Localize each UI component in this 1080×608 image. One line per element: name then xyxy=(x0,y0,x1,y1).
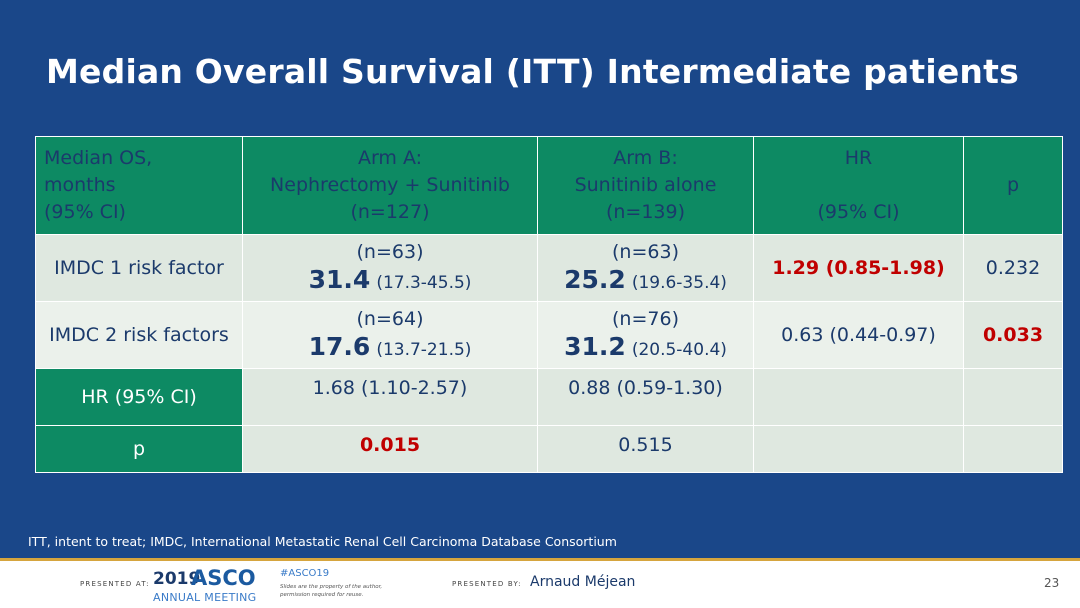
footnote: ITT, intent to treat; IMDC, Internationa… xyxy=(28,534,617,549)
header-arm-b: Arm B: Sunitinib alone (n=139) xyxy=(537,136,754,235)
header-p: p xyxy=(963,136,1063,235)
row-label: IMDC 2 risk factors xyxy=(35,301,243,369)
table-row: HR (95% CI) 1.68 (1.10-2.57) 0.88 (0.59-… xyxy=(35,368,1063,426)
empty-cell xyxy=(963,425,1063,473)
presented-at-label: PRESENTED AT: xyxy=(80,580,150,588)
arm-b-cell: (n=63) 25.2 (19.6-35.4) xyxy=(537,234,754,302)
page-number: 23 xyxy=(1044,576,1060,590)
header-hr: HR (95% CI) xyxy=(753,136,964,235)
arm-b-cell: (n=76) 31.2 (20.5-40.4) xyxy=(537,301,754,369)
asco-logo: 2019 ASCO ANNUAL MEETING xyxy=(153,566,257,604)
arm-a-hr: 1.68 (1.10-2.57) xyxy=(242,368,538,426)
presented-by-label: PRESENTED BY: xyxy=(452,580,522,588)
arm-a-p: 0.015 xyxy=(242,425,538,473)
p-cell: 0.033 xyxy=(963,301,1063,369)
row-label-p: p xyxy=(35,425,243,473)
arm-a-cell: (n=64) 17.6 (13.7-21.5) xyxy=(242,301,538,369)
disclaimer-line-2: permission required for reuse. xyxy=(280,592,364,598)
hashtag: #ASCO19 xyxy=(280,568,330,579)
empty-cell xyxy=(753,368,964,426)
survival-table: Median OS, months (95% CI) Arm A: Nephre… xyxy=(35,136,1063,473)
arm-b-p: 0.515 xyxy=(537,425,754,473)
slide-title: Median Overall Survival (ITT) Intermedia… xyxy=(46,52,1019,91)
footer-divider xyxy=(0,558,1080,561)
hr-cell: 0.63 (0.44-0.97) xyxy=(753,301,964,369)
footer-bar: PRESENTED AT: 2019 ASCO ANNUAL MEETING #… xyxy=(0,558,1080,608)
table-row: IMDC 1 risk factor (n=63) 31.4 (17.3-45.… xyxy=(35,234,1063,302)
table-header-row: Median OS, months (95% CI) Arm A: Nephre… xyxy=(35,136,1063,235)
table-row: p 0.015 0.515 xyxy=(35,425,1063,473)
disclaimer-line-1: Slides are the property of the author, xyxy=(280,584,383,590)
hr-cell: 1.29 (0.85-1.98) xyxy=(753,234,964,302)
header-arm-a: Arm A: Nephrectomy + Sunitinib (n=127) xyxy=(242,136,538,235)
p-cell: 0.232 xyxy=(963,234,1063,302)
row-label: IMDC 1 risk factor xyxy=(35,234,243,302)
empty-cell xyxy=(963,368,1063,426)
row-label-hr: HR (95% CI) xyxy=(35,368,243,426)
arm-a-cell: (n=63) 31.4 (17.3-45.5) xyxy=(242,234,538,302)
empty-cell xyxy=(753,425,964,473)
header-median-os: Median OS, months (95% CI) xyxy=(35,136,243,235)
table-row: IMDC 2 risk factors (n=64) 17.6 (13.7-21… xyxy=(35,301,1063,369)
arm-b-hr: 0.88 (0.59-1.30) xyxy=(537,368,754,426)
presenter-name: Arnaud Méjean xyxy=(530,574,636,590)
